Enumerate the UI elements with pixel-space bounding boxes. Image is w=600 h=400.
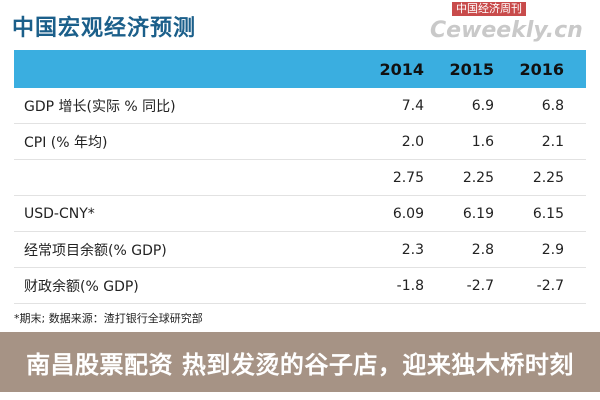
year-header: 2015: [449, 59, 494, 79]
table-row: CPI (% 年均) 2.0 1.6 2.1: [14, 124, 586, 160]
row-value: 6.15: [532, 205, 564, 222]
table-row: USD-CNY* 6.09 6.19 6.15: [14, 196, 586, 232]
logo-top: 中国经济周刊: [452, 2, 526, 16]
table-header: 2014 2015 2016: [14, 50, 586, 88]
row-value: 1.6: [471, 133, 494, 150]
logo-main: Ceweekly.cn: [430, 18, 583, 43]
row-label: USD-CNY*: [24, 205, 95, 222]
row-value: 6.8: [541, 97, 564, 114]
forecast-table: 2014 2015 2016 GDP 增长(实际 % 同比) 7.4 6.9 6.8 C…: [14, 50, 586, 304]
row-value: 6.19: [462, 205, 494, 222]
row-value: 2.3: [401, 241, 424, 258]
row-label: 经常项目余额(% GDP): [24, 242, 167, 259]
page-title: 中国宏观经济预测: [12, 16, 197, 41]
row-label: CPI (% 年均): [24, 134, 108, 151]
row-value: 6.9: [471, 97, 494, 114]
table-row: 2.75 2.25 2.25: [14, 160, 586, 196]
footnote: *期末; 数据来源：渣打银行全球研究部: [14, 312, 203, 325]
row-value: 2.25: [462, 169, 494, 186]
row-value: 2.1: [541, 133, 564, 150]
row-value: 7.4: [401, 97, 424, 114]
row-label: GDP 增长(实际 % 同比): [24, 98, 176, 115]
row-value: -2.7: [536, 277, 564, 294]
row-value: -2.7: [466, 277, 494, 294]
headline-banner: 南昌股票配资 热到发烫的谷子店，迎来独木桥时刻: [0, 332, 600, 392]
row-value: 2.8: [471, 241, 494, 258]
row-value: 2.25: [532, 169, 564, 186]
ceweekly-logo: 中国经济周刊 Ceweekly.cn: [430, 2, 595, 48]
table-row: 经常项目余额(% GDP) 2.3 2.8 2.9: [14, 232, 586, 268]
row-value: 2.9: [541, 241, 564, 258]
year-header: 2014: [379, 59, 424, 79]
row-value: -1.8: [396, 277, 424, 294]
year-header: 2016: [519, 59, 564, 79]
table-row: GDP 增长(实际 % 同比) 7.4 6.9 6.8: [14, 88, 586, 124]
row-value: 2.75: [392, 169, 424, 186]
row-value: 6.09: [392, 205, 424, 222]
table-row: 财政余额(% GDP) -1.8 -2.7 -2.7: [14, 268, 586, 304]
row-value: 2.0: [401, 133, 424, 150]
row-label: 财政余额(% GDP): [24, 278, 139, 295]
